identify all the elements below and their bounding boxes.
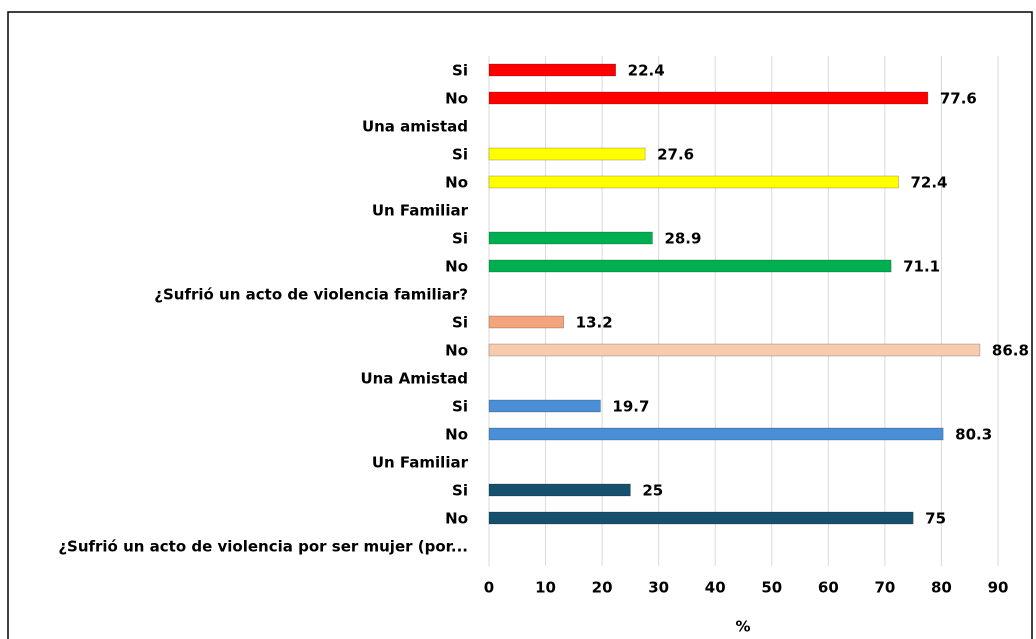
x-tick-label: 20 [592, 579, 613, 597]
y-tick-label: Si [452, 482, 468, 500]
x-tick-label: 80 [931, 579, 952, 597]
bar [488, 511, 914, 525]
bar [488, 63, 616, 77]
data-label: 22.4 [628, 62, 665, 80]
bar [488, 343, 981, 357]
x-tick-label: 90 [988, 579, 1009, 597]
data-label: 19.7 [612, 398, 649, 416]
data-label: 72.4 [910, 174, 947, 192]
y-tick-label: No [445, 90, 468, 108]
y-tick-label: Un Familiar [372, 454, 469, 472]
data-label: 25 [642, 482, 663, 500]
y-tick-label: Si [452, 146, 468, 164]
bar [488, 231, 653, 245]
bar [488, 483, 631, 497]
y-tick-label: Si [452, 398, 468, 416]
data-label: 27.6 [657, 146, 694, 164]
y-tick-label: Si [452, 230, 468, 248]
y-tick-label: No [445, 426, 468, 444]
x-axis-label: % [735, 618, 750, 636]
bar [488, 91, 929, 105]
data-label: 86.8 [992, 342, 1029, 360]
x-tick-label: 70 [874, 579, 895, 597]
data-label: 28.9 [664, 230, 701, 248]
bar [488, 175, 899, 189]
bar [488, 259, 892, 273]
y-tick-label: Si [452, 62, 468, 80]
y-tick-label: ¿Sufrió un acto de violencia familiar? [154, 286, 468, 304]
data-label: 77.6 [940, 90, 977, 108]
bar [488, 315, 564, 329]
data-label: 80.3 [955, 426, 992, 444]
y-tick-label: No [445, 510, 468, 528]
x-tick-label: 50 [761, 579, 782, 597]
x-tick-label: 10 [535, 579, 556, 597]
y-tick-label: No [445, 342, 468, 360]
bar [488, 399, 601, 413]
y-tick-label: Un Familiar [372, 202, 469, 220]
data-label: 71.1 [903, 258, 940, 276]
x-tick-label: 60 [818, 579, 839, 597]
x-tick-label: 40 [705, 579, 726, 597]
y-tick-label: No [445, 258, 468, 276]
data-label: 75 [925, 510, 946, 528]
y-tick-label: Una amistad [362, 118, 468, 136]
x-tick-label: 30 [648, 579, 669, 597]
data-label: 13.2 [576, 314, 613, 332]
x-tick-label: 0 [484, 579, 494, 597]
bar [488, 427, 944, 441]
y-tick-label: Si [452, 314, 468, 332]
bar [488, 147, 646, 161]
y-tick-label: ¿Sufrió un acto de violencia por ser muj… [58, 538, 468, 556]
y-tick-label: Una Amistad [360, 370, 468, 388]
y-tick-label: No [445, 174, 468, 192]
